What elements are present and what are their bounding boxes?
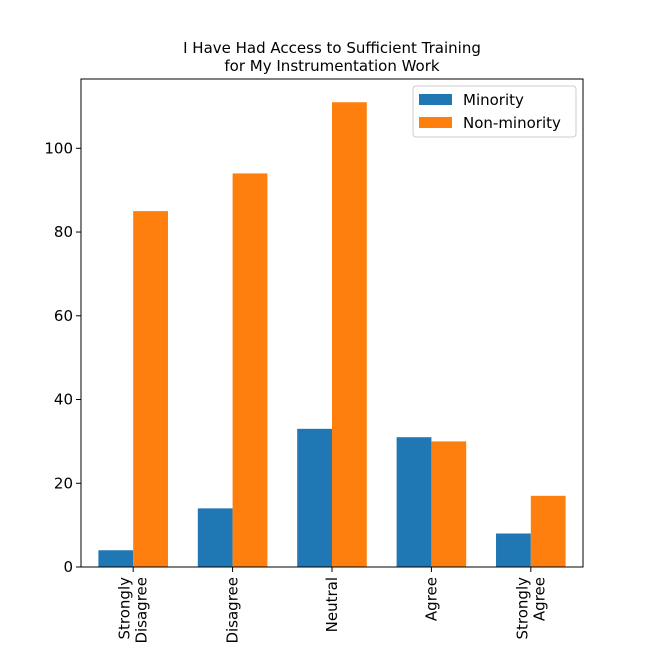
bar-minority: [98, 550, 134, 567]
x-tick-label: Disagree: [133, 577, 151, 644]
bar-non-minority: [232, 173, 268, 567]
bar-non-minority: [133, 211, 168, 567]
bar-non-minority: [530, 495, 566, 567]
x-tick-label: Strongly: [116, 577, 134, 640]
y-tick-label: 60: [54, 307, 73, 325]
y-tick-label: 0: [63, 558, 73, 576]
legend-label: Minority: [463, 91, 524, 109]
legend-swatch: [419, 94, 452, 105]
y-tick-label: 40: [54, 391, 73, 409]
x-tick-label: Agree: [422, 577, 440, 621]
legend-box: [412, 85, 577, 138]
legend-label: Non-minority: [463, 114, 561, 132]
x-tick-label: Neutral: [323, 577, 341, 632]
chart-title-line: I Have Had Access to Sufficient Training: [183, 39, 481, 57]
chart-title: I Have Had Access to Sufficient Training…: [183, 39, 481, 75]
bar-non-minority: [332, 102, 367, 567]
chart-title-line: for My Instrumentation Work: [224, 57, 439, 75]
y-tick-label: 100: [44, 139, 73, 157]
bars: [98, 102, 566, 567]
y-tick-label: 20: [54, 474, 73, 492]
legend: Minority Non-minority: [412, 85, 577, 138]
y-tick-label: 80: [54, 223, 73, 241]
bar-minority: [197, 508, 233, 567]
legend-swatch: [419, 117, 452, 128]
bar-minority: [396, 437, 432, 567]
x-tick-label: Strongly: [513, 577, 531, 640]
bar-minority: [297, 428, 332, 567]
bar-minority: [496, 533, 531, 567]
bar-non-minority: [431, 441, 467, 567]
x-tick-label: Agree: [530, 577, 548, 621]
x-tick-label: Disagree: [224, 577, 242, 644]
